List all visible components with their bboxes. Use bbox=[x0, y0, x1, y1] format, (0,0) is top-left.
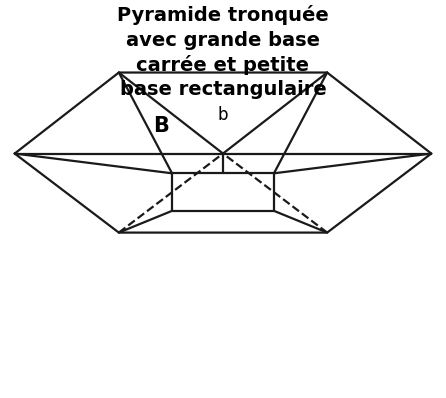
Text: B: B bbox=[153, 116, 169, 136]
Text: Pyramide tronquée
avec grande base
carrée et petite
base rectangulaire: Pyramide tronquée avec grande base carré… bbox=[117, 5, 329, 100]
Text: b: b bbox=[218, 106, 228, 124]
